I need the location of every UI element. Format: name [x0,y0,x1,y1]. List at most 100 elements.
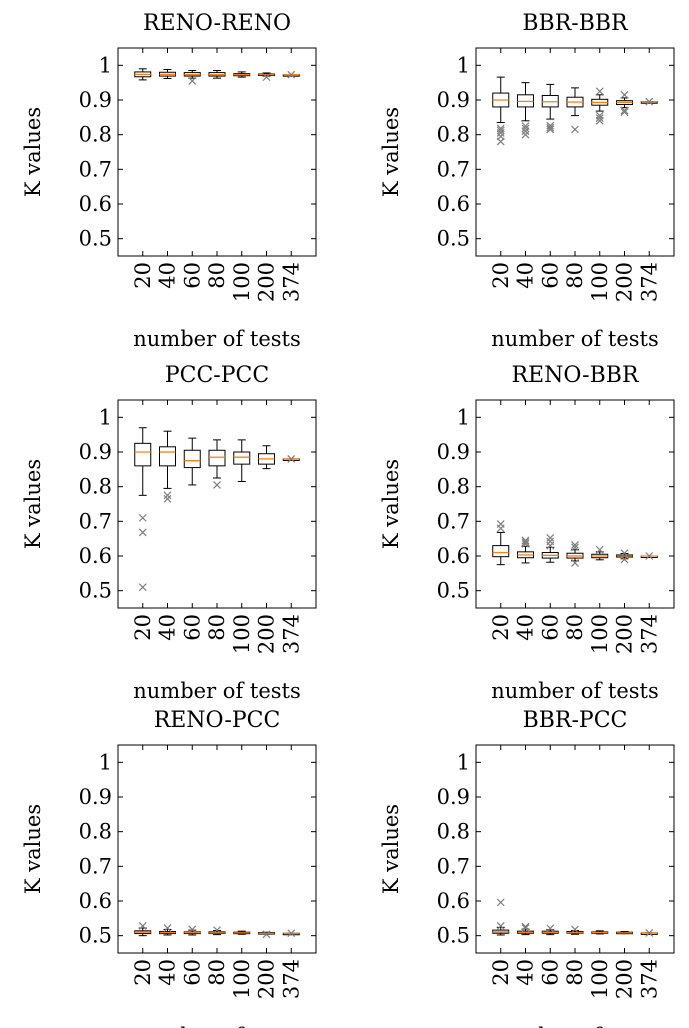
outlier-point [620,555,629,564]
outlier-point [571,543,579,552]
box-60 [183,925,201,936]
y-tick-label: 0.5 [79,924,112,948]
y-tick-label: 0.6 [437,889,470,913]
box-374 [282,929,300,938]
outlier-point [571,125,579,134]
outlier-point [262,73,271,82]
y-axis-label: K values [379,107,403,197]
y-tick-label: 0.7 [437,157,470,181]
y-tick-label: 0.7 [437,509,470,533]
box-200 [258,445,275,470]
y-axis-label: K values [21,107,45,197]
outlier-point [595,87,604,96]
box-200 [258,930,275,939]
box-40 [159,68,176,80]
outlier-point [188,925,197,934]
outlier-point [287,929,296,938]
y-tick-label: 1 [99,405,112,429]
outlier-point [645,928,654,937]
x-tick-label: 200 [613,614,637,654]
box-20 [134,68,152,81]
axes-frame [475,399,675,609]
box-200 [616,549,633,564]
box-60 [183,70,201,85]
outlier-point [546,924,555,933]
y-tick-label: 0.9 [437,785,470,809]
x-tick-label: 60 [538,959,562,986]
chart-title: PCC-PCC [165,363,269,388]
x-tick-label: 80 [205,262,229,289]
chart-title: BBR-BBR [522,11,629,36]
box-60 [541,534,559,563]
x-tick-label: 40 [514,959,538,986]
box-80 [208,926,226,936]
y-axis-label: K values [21,459,45,549]
box-100 [591,930,609,935]
outlier-point [595,545,604,554]
x-tick-label: 100 [230,959,254,999]
y-tick-label: 0.8 [437,475,470,499]
outlier-point [546,123,555,132]
box-20 [134,922,152,937]
box-200 [616,90,633,117]
x-tick-label: 20 [131,614,155,641]
x-tick-label: 20 [131,959,155,986]
chart-title: RENO-PCC [154,708,281,733]
y-tick-label: 0.5 [437,227,470,251]
y-tick-label: 1 [99,53,112,77]
x-tick-label: 100 [588,614,612,654]
outlier-point [521,536,530,545]
x-tick-label: 40 [156,614,180,641]
y-axis-label: K values [21,804,45,894]
box-60 [541,83,559,134]
y-tick-label: 1 [457,53,470,77]
box-20 [492,76,510,146]
outlier-point [496,124,505,133]
box-100 [233,439,251,482]
outlier-point [496,132,505,141]
box-80 [566,87,584,134]
x-tick-label: 80 [205,959,229,986]
box-100 [591,87,609,125]
box-374 [282,70,300,79]
outlier-point [546,537,555,546]
axes-frame [117,47,317,257]
axes-frame [475,744,675,954]
y-tick-label: 1 [99,750,112,774]
x-tick-label: 60 [180,959,204,986]
chart-panel-0: RENO-RENO 0.5 0.6 0.7 0.8 0.9 1 K values 20 40 60 8… [21,11,317,351]
x-tick-label: 40 [156,959,180,986]
x-tick-label: 20 [489,262,513,289]
chart-title: BBR-PCC [523,708,628,733]
outlier-point [620,108,629,117]
outlier-point [571,559,579,567]
y-tick-label: 0.6 [79,192,112,216]
box-100 [233,71,251,78]
x-tick-label: 80 [205,614,229,641]
outlier-point [521,922,530,931]
box-374 [640,552,658,560]
chart-panel-3: RENO-BBR 0.5 0.6 0.7 0.8 0.9 1 K values 20 40 60 80… [379,363,675,703]
x-tick-label: 374 [279,614,303,654]
box-60 [541,924,559,936]
y-axis-label: K values [379,804,403,894]
box-body [183,449,201,469]
chart-title: RENO-BBR [511,363,639,388]
box-100 [591,545,609,561]
chart-title: RENO-RENO [143,11,291,36]
outlier-point [595,111,604,120]
box-body [233,451,251,465]
x-axis-label: number of tests [133,1024,301,1028]
y-tick-label: 0.6 [437,192,470,216]
y-tick-label: 0.5 [437,579,470,603]
x-tick-label: 20 [489,959,513,986]
outlier-point [213,481,221,489]
x-tick-label: 40 [514,262,538,289]
outlier-point [163,494,172,503]
x-tick-label: 200 [255,959,279,999]
box-40 [159,430,176,503]
outlier-point [645,552,654,560]
x-tick-label: 100 [230,614,254,654]
box-40 [517,82,534,139]
x-axis-label: number of tests [133,679,301,703]
